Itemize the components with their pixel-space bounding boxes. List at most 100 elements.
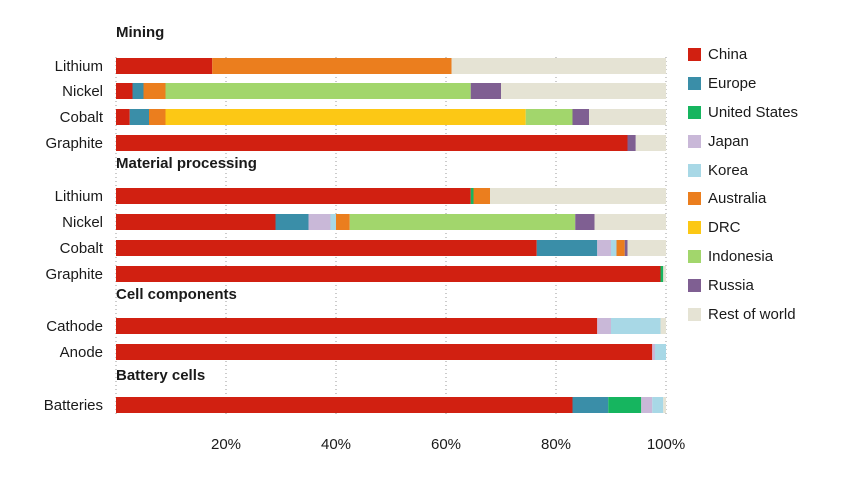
bar-segment xyxy=(470,188,474,204)
bar-segment xyxy=(349,214,576,230)
x-tick-label: 20% xyxy=(211,436,241,453)
legend-label: China xyxy=(708,45,748,63)
bar-segment xyxy=(116,240,537,256)
legend-item: Korea xyxy=(688,156,798,185)
bar-segment xyxy=(652,397,664,413)
bar-segment xyxy=(572,109,589,125)
bar-segment xyxy=(627,135,636,151)
bar-segment xyxy=(275,214,309,230)
legend-item: DRC xyxy=(688,213,798,242)
row-label: Lithium xyxy=(55,188,103,205)
bar-segment xyxy=(336,214,350,230)
legend-label: Indonesia xyxy=(708,248,774,266)
legend-swatch xyxy=(688,76,701,90)
legend: China Europe United States Japan Korea Austra… xyxy=(688,40,798,329)
legend-label: Russia xyxy=(708,277,754,295)
group-title: Battery cells xyxy=(116,367,205,384)
bar-segment xyxy=(116,135,628,151)
bar-segment xyxy=(627,240,666,256)
legend-label: Korea xyxy=(708,161,749,179)
bar-segment xyxy=(635,135,666,151)
legend-item: Indonesia xyxy=(688,242,798,271)
legend-swatch xyxy=(688,47,701,61)
bars xyxy=(116,58,666,413)
bar-segment xyxy=(616,240,625,256)
bar-segment xyxy=(116,214,276,230)
legend-item: Rest of world xyxy=(688,300,798,329)
legend-item: China xyxy=(688,40,798,69)
legend-label: Japan xyxy=(708,132,749,150)
bar-segment xyxy=(536,240,598,256)
legend-item: United States xyxy=(688,98,798,127)
row-label: Anode xyxy=(60,344,103,361)
bar-segment xyxy=(165,83,471,99)
bar-segment xyxy=(116,109,130,125)
legend-item: Europe xyxy=(688,69,798,98)
bar-segment xyxy=(116,266,661,282)
legend-swatch xyxy=(688,163,701,177)
bar-segment xyxy=(116,318,598,334)
x-tick-label: 100% xyxy=(647,436,685,453)
bar-segment xyxy=(624,240,628,256)
x-tick-label: 40% xyxy=(321,436,351,453)
group-title: Cell components xyxy=(116,286,237,303)
legend-label: Australia xyxy=(708,190,767,208)
bar-segment xyxy=(641,397,653,413)
bar-segment xyxy=(490,188,666,204)
row-label: Graphite xyxy=(45,135,103,152)
row-labels: Lithium Nickel Cobalt Graphite Lithium Nickel… xyxy=(44,58,104,414)
bar-segment xyxy=(663,266,666,282)
bar-segment xyxy=(451,58,666,74)
bar-segment xyxy=(165,109,526,125)
bar-segment xyxy=(663,397,666,413)
legend-swatch xyxy=(688,221,701,235)
bar-segment xyxy=(116,344,653,360)
row-label: Cobalt xyxy=(60,109,104,126)
bar-segment xyxy=(589,109,666,125)
bar-segment xyxy=(575,214,595,230)
bar-segment xyxy=(501,83,666,99)
row-label: Nickel xyxy=(62,83,103,100)
bar-segment xyxy=(660,318,666,334)
bar-segment xyxy=(149,109,166,125)
legend-swatch xyxy=(688,250,701,264)
bar-segment xyxy=(594,214,666,230)
legend-swatch xyxy=(688,192,701,206)
legend-swatch xyxy=(688,134,701,148)
bar-segment xyxy=(116,188,471,204)
row-label: Graphite xyxy=(45,266,103,283)
row-label: Cobalt xyxy=(60,240,104,257)
legend-swatch xyxy=(688,105,701,119)
bar-segment xyxy=(116,58,213,74)
bar-segment xyxy=(525,109,573,125)
bar-segment xyxy=(129,109,149,125)
legend-label: Rest of world xyxy=(708,305,796,323)
bar-segment xyxy=(330,214,336,230)
bar-segment xyxy=(611,240,617,256)
row-label: Cathode xyxy=(46,318,103,335)
bar-segment xyxy=(611,318,661,334)
group-title: Mining xyxy=(116,24,164,41)
bar-segment xyxy=(608,397,642,413)
bar-segment xyxy=(572,397,609,413)
legend-swatch xyxy=(688,279,701,293)
bar-segment xyxy=(143,83,166,99)
legend-swatch xyxy=(688,307,701,321)
bar-segment xyxy=(655,344,666,360)
legend-item: Australia xyxy=(688,184,798,213)
legend-label: Europe xyxy=(708,74,757,92)
row-label: Nickel xyxy=(62,214,103,231)
legend-item: Russia xyxy=(688,271,798,300)
legend-item: Japan xyxy=(688,127,798,156)
bar-segment xyxy=(597,318,611,334)
bar-segment xyxy=(132,83,144,99)
x-tick-label: 80% xyxy=(541,436,571,453)
row-label: Lithium xyxy=(55,58,103,75)
bar-segment xyxy=(116,83,133,99)
bar-segment xyxy=(652,344,655,360)
group-title: Material processing xyxy=(116,155,257,172)
bar-segment xyxy=(470,83,501,99)
bar-segment xyxy=(660,266,664,282)
row-label: Batteries xyxy=(44,397,103,414)
